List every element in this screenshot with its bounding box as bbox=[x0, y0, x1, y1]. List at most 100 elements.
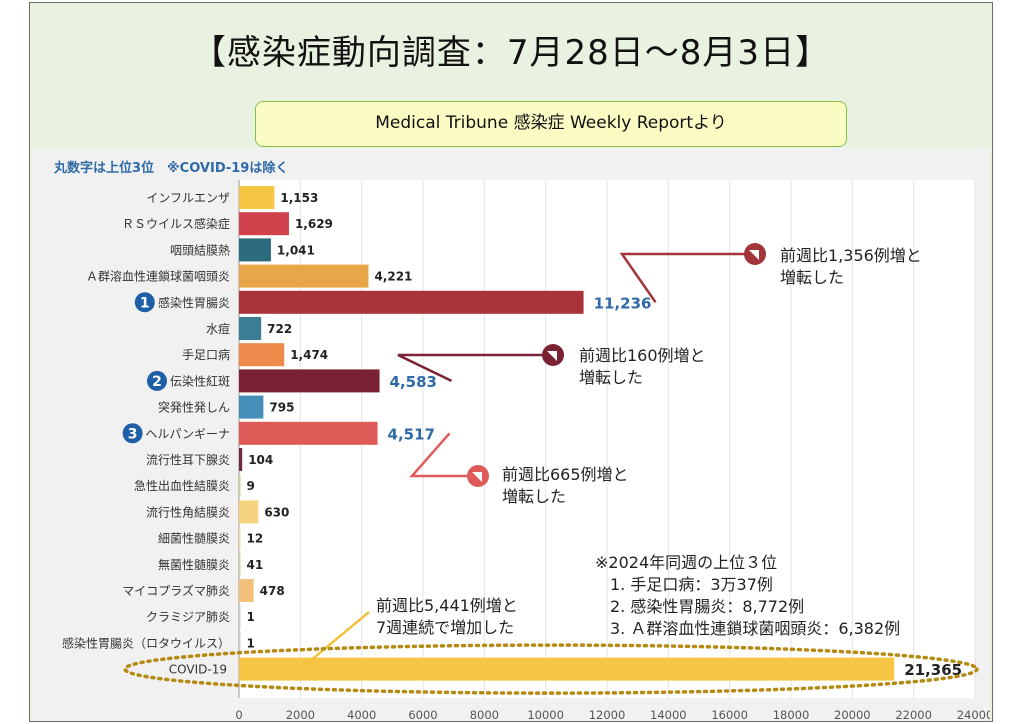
bar-chart: 丸数字は上位3位 ※COVID-19は除く 0 2000 4000 6000 8000 10… bbox=[53, 160, 990, 721]
bar bbox=[239, 369, 380, 393]
chart-note: 丸数字は上位3位 ※COVID-19は除く bbox=[53, 160, 288, 176]
category-label: 急性出血性結膜炎 bbox=[134, 478, 230, 493]
bar bbox=[239, 238, 271, 262]
bar bbox=[239, 264, 369, 288]
bar bbox=[239, 343, 285, 367]
rank-badge bbox=[147, 370, 167, 391]
bar bbox=[239, 212, 289, 236]
chart-area: 丸数字は上位3位 ※COVID-19は除く 0 2000 4000 6000 8000 10… bbox=[32, 148, 990, 721]
callout-line bbox=[409, 432, 478, 478]
bar bbox=[239, 448, 243, 471]
x-tick-label: 8000 bbox=[470, 708, 499, 721]
bar bbox=[239, 290, 584, 314]
x-tick-label: 20000 bbox=[834, 708, 871, 721]
bar bbox=[239, 657, 895, 681]
rank-number: 3 bbox=[128, 426, 138, 442]
bar bbox=[239, 186, 275, 209]
value-label: 1 bbox=[247, 610, 255, 624]
last-year-title: ※2024年同週の上位３位 bbox=[595, 553, 777, 572]
category-label: 突発性発しん bbox=[158, 400, 230, 415]
value-label: 12 bbox=[247, 532, 264, 546]
page-title: 【感染症動向調査：7月28日～8月3日】 bbox=[191, 33, 831, 73]
category-label: 手足口病 bbox=[182, 347, 230, 362]
x-tick-label: 12000 bbox=[589, 708, 626, 721]
category-label: 咽頭結膜熱 bbox=[170, 243, 230, 257]
category-label: 伝染性紅斑 bbox=[170, 373, 230, 388]
rank-badge bbox=[122, 423, 143, 444]
x-tick-label: 16000 bbox=[711, 708, 748, 721]
value-label: 9 bbox=[247, 479, 255, 493]
category-label: COVID-19 bbox=[169, 663, 227, 677]
callout-text: 7週連続で増加した bbox=[376, 618, 514, 637]
highlight-ellipse bbox=[123, 643, 979, 695]
value-label: 4,221 bbox=[374, 270, 412, 284]
bar bbox=[239, 317, 262, 340]
x-tick-label: 4000 bbox=[347, 708, 376, 721]
callout-text: 前週比1,356例増と bbox=[780, 246, 922, 265]
x-tick-label: 0 bbox=[235, 708, 242, 721]
callout-line bbox=[303, 611, 370, 667]
rank-badge bbox=[134, 292, 155, 313]
x-tick-label: 22000 bbox=[895, 708, 932, 721]
bar bbox=[239, 552, 241, 576]
callout-text: 前週比665例増と bbox=[502, 465, 629, 484]
category-label: 水痘 bbox=[206, 321, 230, 336]
value-label: 722 bbox=[267, 322, 292, 336]
x-tick-label: 24000 bbox=[957, 708, 990, 721]
callout-text: 前週比160例増と bbox=[579, 346, 706, 365]
callout-line bbox=[397, 353, 553, 383]
last-year-item: 3. Ａ群溶血性連鎖球菌咽頭炎：6,382例 bbox=[610, 619, 900, 638]
value-label: 41 bbox=[247, 558, 264, 572]
category-label: 感染性胃腸炎 bbox=[158, 295, 230, 310]
bar bbox=[239, 579, 254, 602]
x-tick-label: 14000 bbox=[650, 708, 687, 721]
callout-arrow-icon bbox=[749, 250, 759, 260]
source-box: Medical Tribune 感染症 Weekly Reportより bbox=[255, 101, 847, 147]
category-label: 無菌性髄膜炎 bbox=[158, 557, 230, 572]
category-label: ＲＳウイルス感染症 bbox=[122, 216, 230, 231]
bar bbox=[239, 605, 241, 629]
category-label: 流行性耳下腺炎 bbox=[146, 453, 230, 467]
x-tick-label: 2000 bbox=[286, 708, 315, 721]
category-label: ヘルパンギーナ bbox=[145, 427, 230, 441]
callout-text: 増転した bbox=[780, 268, 844, 287]
value-label: 1,041 bbox=[277, 243, 315, 257]
bar bbox=[239, 395, 264, 419]
value-label: 630 bbox=[264, 505, 289, 519]
value-label: 1,474 bbox=[290, 348, 328, 362]
last-year-item: 2. 感染性胃腸炎：8,772例 bbox=[610, 597, 804, 616]
value-label: 4,583 bbox=[390, 373, 437, 391]
last-year-item: 1. 手足口病：3万37例 bbox=[610, 575, 773, 594]
callout-line bbox=[619, 252, 755, 304]
category-label: クラミジア肺炎 bbox=[146, 610, 230, 624]
slide: 【感染症動向調査：7月28日～8月3日】 Medical Tribune 感染症… bbox=[29, 2, 993, 722]
rank-number: 1 bbox=[140, 295, 150, 311]
value-label: 795 bbox=[269, 401, 294, 415]
value-label: 1,153 bbox=[280, 191, 318, 205]
value-label: 104 bbox=[248, 453, 273, 467]
category-label: 細菌性髄膜炎 bbox=[158, 531, 230, 546]
value-label: 1,629 bbox=[295, 217, 333, 231]
value-label: 1 bbox=[247, 636, 255, 650]
bar bbox=[239, 474, 241, 498]
category-label: インフルエンザ bbox=[146, 191, 230, 205]
category-label: 流行性角結膜炎 bbox=[146, 505, 230, 519]
value-label: 4,517 bbox=[388, 425, 435, 443]
value-label: 11,236 bbox=[594, 294, 652, 312]
callout-arrow-icon bbox=[547, 351, 557, 361]
value-label: 478 bbox=[260, 584, 285, 598]
bar bbox=[239, 500, 259, 524]
x-tick-label: 6000 bbox=[408, 708, 437, 721]
callout-text: 増転した bbox=[502, 487, 566, 506]
rank-number: 2 bbox=[152, 374, 162, 390]
category-label: 感染性胃腸炎（ロタウイルス） bbox=[62, 635, 230, 650]
callout-arrow-icon bbox=[472, 472, 482, 482]
x-tick-label: 18000 bbox=[773, 708, 810, 721]
bar bbox=[239, 421, 378, 445]
category-label: マイコプラズマ肺炎 bbox=[122, 583, 230, 598]
callout-text: 前週比5,441例増と bbox=[376, 596, 518, 615]
bar bbox=[239, 631, 241, 655]
bar bbox=[239, 526, 241, 550]
x-tick-label: 10000 bbox=[527, 708, 564, 721]
callout-text: 増転した bbox=[579, 368, 643, 387]
